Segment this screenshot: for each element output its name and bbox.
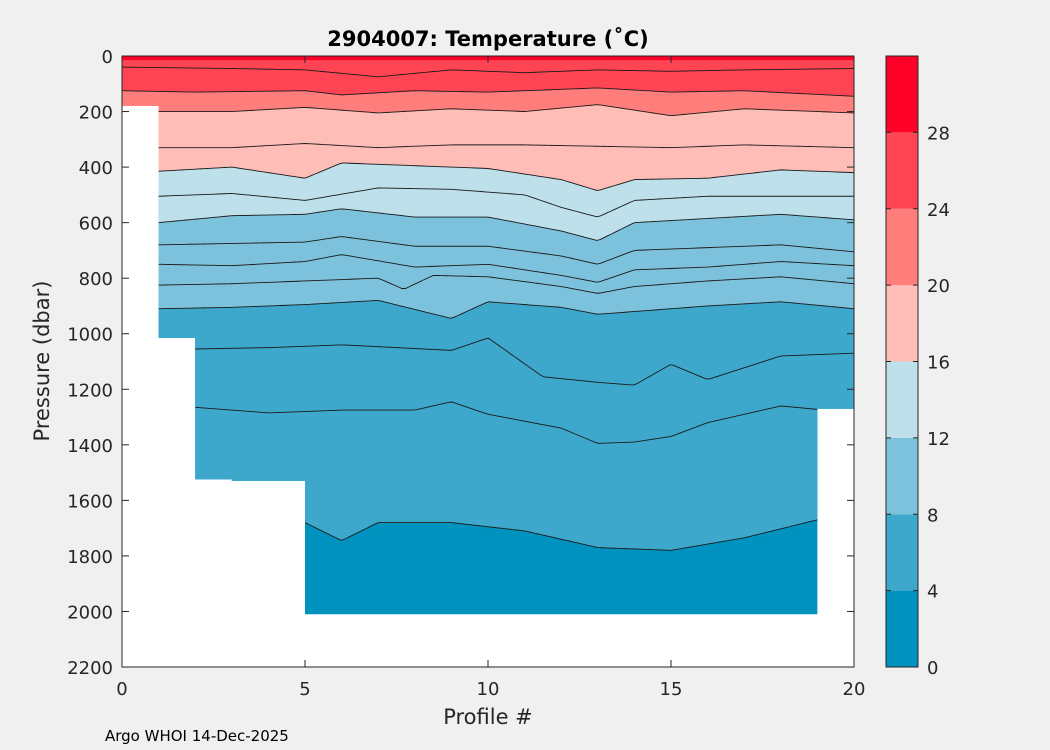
contour-line-26 (122, 66, 854, 78)
colorbar-segment-8 (886, 437, 918, 515)
y-tick-label: 1200 (67, 380, 113, 401)
y-tick-label: 400 (79, 158, 113, 179)
colorbar-tick-label: 28 (927, 123, 950, 144)
y-tick-label: 1600 (67, 491, 113, 512)
colorbar-tick-label: 8 (927, 505, 938, 526)
colorbar: 0 4 8 12 16 20 24 28 (885, 55, 950, 679)
colorbar-segment-0 (886, 590, 918, 667)
y-tick-label: 1800 (67, 547, 113, 568)
x-tick-label: 5 (299, 679, 310, 700)
y-tick-label: 2000 (67, 602, 113, 623)
contour-line-10 (158, 254, 854, 283)
contour-plot: 0 5 10 15 2002004006008001000120014001600180… (67, 47, 865, 700)
colorbar-segment-24 (886, 132, 918, 209)
y-axis-label: Pressure (dbar) (30, 281, 54, 442)
contour-line-8 (158, 299, 854, 319)
colorbar-segment-4 (886, 514, 918, 591)
y-tick-label: 800 (79, 269, 113, 290)
colorbar-tick-label: 24 (927, 200, 950, 221)
y-tick-label: 1400 (67, 436, 113, 457)
contour-line-18 (158, 143, 854, 149)
colorbar-segment-20 (886, 208, 918, 286)
contour-line-7 (195, 337, 854, 386)
colorbar-tick-label: 20 (927, 276, 950, 297)
x-axis-label: Profile # (443, 705, 533, 729)
y-tick-label: 0 (102, 47, 113, 68)
contour-line-24 (122, 87, 854, 97)
colorbar-segment-16 (886, 285, 918, 362)
colorbar-tick-label: 16 (927, 353, 950, 374)
contour-line-21 (158, 104, 854, 116)
x-tick-label: 20 (843, 679, 866, 700)
contour-line-14 (158, 187, 854, 218)
x-tick-label: 15 (660, 679, 683, 700)
colorbar-tick-label: 12 (927, 429, 950, 450)
y-tick-label: 2200 (67, 658, 113, 679)
footer-credit: Argo WHOI 14-Dec-2025 (105, 727, 289, 745)
colorbar-segment-28 (886, 56, 918, 133)
x-tick-label: 10 (477, 679, 500, 700)
x-tick-label: 0 (116, 679, 127, 700)
y-tick-label: 200 (79, 103, 113, 124)
contour-line-16 (158, 162, 854, 191)
colorbar-segment-12 (886, 361, 918, 438)
contour-line-11 (158, 236, 854, 265)
y-tick-label: 600 (79, 214, 113, 235)
temperature-bands (122, 56, 854, 615)
contour-line-9 (158, 274, 854, 294)
y-tick-label: 1000 (67, 325, 113, 346)
contour-line-12 (158, 208, 854, 241)
contour-line-6 (195, 401, 854, 444)
colorbar-tick-label: 0 (927, 658, 938, 679)
colorbar-tick-label: 4 (927, 582, 938, 603)
contour-line-4 (304, 519, 818, 551)
chart-title: 2904007: Temperature (˚C) (327, 27, 648, 51)
